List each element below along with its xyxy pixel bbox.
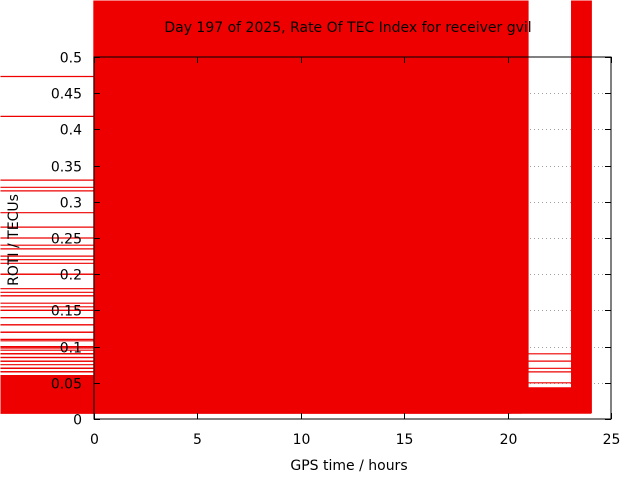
x-axis-label: GPS time / hours: [290, 458, 407, 474]
y-tick-label: 0.05: [51, 377, 82, 393]
chart-title: Day 197 of 2025, Rate Of TEC Index for r…: [164, 20, 531, 36]
data-point: [0, 0, 579, 362]
data-point: [0, 0, 493, 228]
data-point: [0, 0, 577, 373]
data-point: [0, 0, 488, 290]
y-tick-label: 0.5: [60, 51, 82, 67]
data-point: [0, 0, 190, 393]
x-tick-label: 5: [193, 432, 202, 448]
data-point: [0, 0, 473, 78]
y-tick-label: 0.4: [60, 123, 82, 139]
y-tick-labels: 0 0.05 0.1 0.15 0.2 0.25 0.3 0.35 0.4 0.45 0.5: [51, 51, 82, 429]
data-point: [0, 0, 581, 355]
y-tick-label: 0.15: [51, 304, 82, 320]
x-tick-labels: 0 5 10 15 20 25: [90, 432, 620, 448]
x-tick-label: 15: [396, 432, 414, 448]
y-tick-label: 0.1: [60, 341, 82, 357]
y-tick-label: 0: [73, 413, 82, 429]
data-point: [0, 0, 589, 395]
x-tick-label: 0: [90, 432, 99, 448]
data-point: [0, 0, 585, 391]
data-point: [0, 0, 397, 340]
data-point: [0, 0, 495, 275]
data-point: [0, 0, 492, 261]
data-point: [0, 0, 496, 311]
x-tick-label: 25: [603, 432, 621, 448]
y-tick-label: 0.25: [51, 232, 82, 248]
data-series-roti: [0, 0, 592, 414]
data-point: [0, 0, 99, 407]
data-point: [0, 0, 573, 398]
y-tick-label: 0.3: [60, 196, 82, 212]
data-point: [0, 0, 591, 402]
data-point: [0, 0, 491, 319]
data-point: [0, 0, 418, 359]
data-point: [0, 0, 498, 326]
y-tick-label: 0.2: [60, 268, 82, 284]
data-point: [0, 0, 513, 377]
data-point: [0, 0, 519, 387]
y-tick-label: 0.45: [51, 87, 82, 103]
y-tick-label: 0.35: [51, 160, 82, 176]
data-point: [0, 0, 500, 348]
data-point: [0, 0, 102, 342]
data-point: [0, 0, 583, 369]
data-point: [0, 0, 147, 378]
data-point: [0, 0, 345, 380]
data-point: [0, 0, 110, 400]
y-axis-label: ROTI / TECUs: [6, 194, 22, 286]
data-point: [0, 0, 451, 366]
data-point: [0, 0, 494, 181]
x-tick-label: 20: [500, 432, 518, 448]
data-point: [0, 0, 477, 246]
axis-ticks: [94, 57, 612, 420]
data-point: [0, 0, 457, 351]
data-point: [0, 0, 505, 333]
data-point: [0, 0, 490, 297]
data-point: [0, 0, 476, 250]
x-tick-label: 10: [293, 432, 311, 448]
data-point: [0, 0, 575, 384]
